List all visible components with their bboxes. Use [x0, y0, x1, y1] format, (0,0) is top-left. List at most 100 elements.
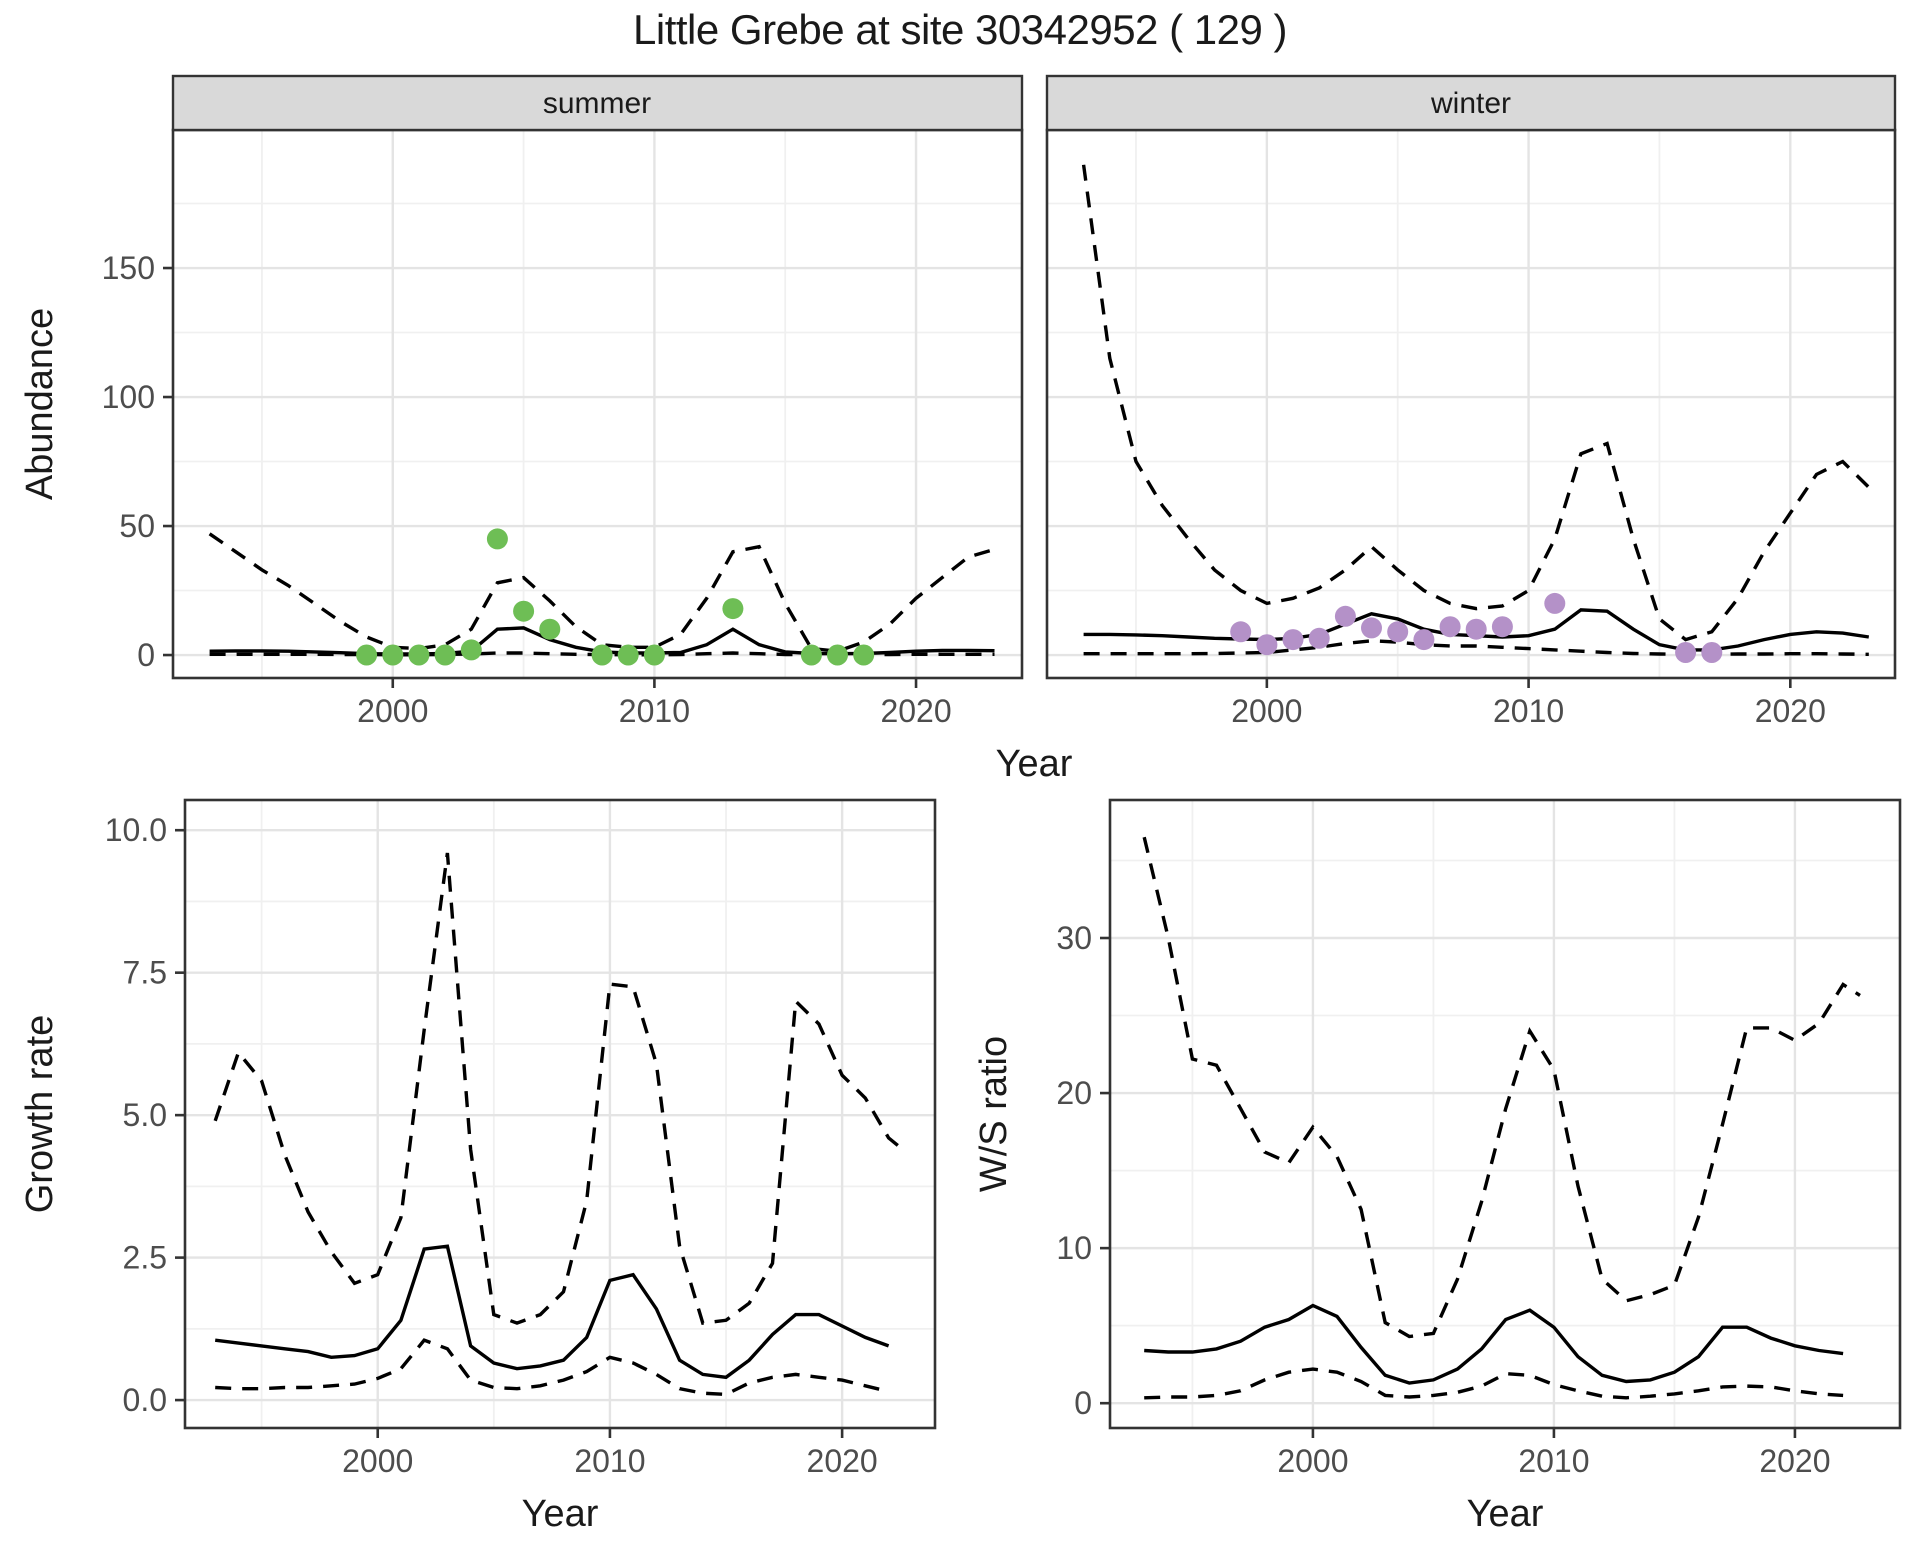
axis-ticks: 2000 2010 2020 0 50 100 150 [102, 250, 952, 729]
y-tick-label: 150 [102, 250, 155, 286]
minor-gridlines [1110, 800, 1900, 1428]
ylabel-ws-ratio: W/S ratio [973, 1036, 1015, 1192]
data-point [1334, 605, 1356, 627]
axis-ticks: 2000 2010 2020 0.0 2.5 5.0 7.5 10.0 [105, 812, 878, 1479]
data-point [460, 639, 482, 661]
growth-rate-lower_ci-line [215, 1338, 890, 1397]
data-point [591, 644, 613, 666]
x-tick-label: 2000 [357, 693, 428, 729]
x-tick-label: 2000 [1231, 693, 1302, 729]
major-gridlines [1110, 800, 1900, 1428]
abundance-winter-observed-counts [1230, 592, 1723, 663]
x-tick-label: 2020 [880, 693, 951, 729]
data-point [513, 600, 535, 622]
data-point [434, 644, 456, 666]
abundance-winter-panel: 2000 2010 2020 [1045, 128, 1897, 729]
growth-rate-upper_ci-line [213, 852, 904, 1325]
data-point [408, 644, 430, 666]
data-point [1230, 621, 1252, 643]
x-tick-label: 2010 [1493, 693, 1564, 729]
y-tick-label: 10.0 [105, 812, 167, 848]
y-tick-label: 100 [102, 379, 155, 415]
facet-strip-winter: winter [1045, 74, 1897, 132]
data-layer [213, 852, 904, 1397]
x-tick-label: 2000 [342, 1443, 413, 1479]
data-point [1544, 592, 1566, 614]
y-tick-label: 2.5 [123, 1240, 167, 1276]
abundance-summer-observed-counts [356, 528, 875, 666]
data-point [1282, 629, 1304, 651]
axis-ticks: 2000 2010 2020 [1231, 678, 1826, 729]
x-tick-label: 2020 [807, 1443, 878, 1479]
data-point [356, 644, 378, 666]
y-tick-label: 0.0 [123, 1382, 167, 1418]
data-point [827, 644, 848, 666]
minor-gridlines [173, 130, 1022, 678]
data-point [1256, 634, 1278, 656]
abundance-winter-upper_ci-line [1081, 164, 1870, 642]
strip-background [1045, 74, 1897, 132]
data-layer [1142, 836, 1861, 1400]
strip-label-summer: summer [543, 87, 651, 120]
abundance-winter-lower_ci-line [1083, 639, 1869, 656]
growth-rate-fit-line [214, 1244, 890, 1380]
data-point [539, 618, 561, 640]
major-gridlines [1047, 130, 1895, 678]
panel-background [173, 130, 1022, 678]
panel-background [1047, 130, 1895, 678]
strip-label-winter: winter [1430, 87, 1511, 120]
y-tick-label: 10 [1056, 1230, 1092, 1266]
data-point [382, 644, 404, 666]
xlabel-year-bottom-left: Year [522, 1493, 599, 1535]
data-point [1465, 618, 1487, 640]
major-gridlines [185, 800, 935, 1428]
x-tick-label: 2020 [1755, 693, 1826, 729]
ws-ratio-fit-line [1144, 1303, 1844, 1385]
data-point [800, 644, 822, 666]
x-tick-label: 2010 [619, 693, 690, 729]
y-tick-label: 30 [1056, 920, 1092, 956]
data-point [1308, 627, 1330, 649]
strip-background [171, 74, 1024, 132]
data-point [1413, 629, 1435, 651]
ylabel-growth-rate: Growth rate [19, 1015, 61, 1214]
ylabel-abundance: Abundance [19, 308, 61, 500]
y-tick-label: 5.0 [123, 1097, 167, 1133]
ws-ratio-panel: 2000 2010 2020 0 10 20 30 [1056, 798, 1902, 1479]
data-point [486, 528, 508, 550]
data-point [1491, 616, 1513, 638]
y-tick-label: 50 [119, 508, 155, 544]
axis-ticks: 2000 2010 2020 0 10 20 30 [1056, 920, 1830, 1479]
y-tick-label: 0 [137, 637, 155, 673]
xlabel-year-bottom-right: Year [1467, 1493, 1544, 1535]
x-tick-label: 2010 [574, 1443, 645, 1479]
data-point [643, 644, 665, 666]
ws-ratio-upper_ci-line [1142, 836, 1861, 1339]
growth-rate-panel: 2000 2010 2020 0.0 2.5 5.0 7.5 10.0 [105, 798, 937, 1479]
x-tick-label: 2010 [1518, 1443, 1589, 1479]
facet-strip-summer: summer [171, 74, 1024, 132]
ws-ratio-lower_ci-line [1144, 1367, 1844, 1400]
plot-title: Little Grebe at site 30342952 ( 129 ) [633, 6, 1287, 53]
data-point [853, 644, 875, 666]
y-tick-label: 20 [1056, 1075, 1092, 1111]
panel-background [1110, 800, 1900, 1428]
xlabel-year-top: Year [996, 743, 1073, 785]
x-tick-label: 2000 [1277, 1443, 1348, 1479]
data-point [1387, 621, 1409, 643]
panel-border [1108, 798, 1902, 1430]
y-tick-label: 7.5 [123, 955, 167, 991]
data-point [1701, 642, 1723, 663]
data-point [1361, 617, 1382, 639]
data-point [1675, 642, 1697, 663]
data-layer [208, 528, 995, 666]
y-tick-label: 0 [1074, 1385, 1092, 1421]
minor-gridlines [1047, 130, 1895, 678]
data-layer [1081, 164, 1870, 663]
data-point [1439, 616, 1461, 638]
data-point [617, 644, 639, 666]
abundance-summer-panel: 2000 2010 2020 0 50 100 150 [102, 128, 1024, 729]
